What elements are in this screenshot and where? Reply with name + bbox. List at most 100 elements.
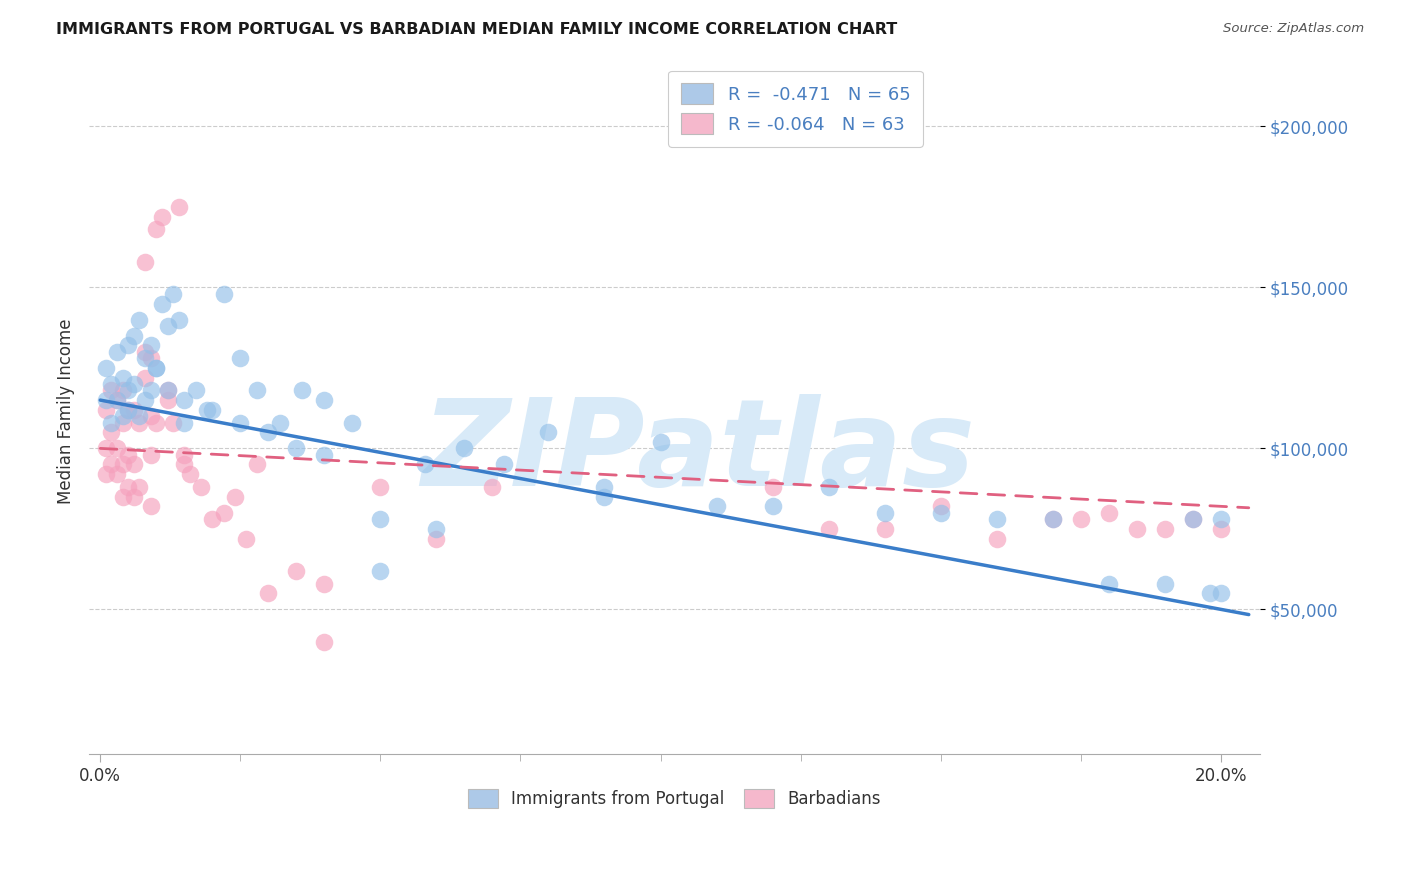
Point <box>1209 586 1232 600</box>
Point <box>117 448 139 462</box>
Point <box>425 522 447 536</box>
Point <box>111 416 134 430</box>
Point <box>111 409 134 424</box>
Point <box>195 402 218 417</box>
Point <box>314 393 336 408</box>
Point <box>201 402 224 417</box>
Point <box>1042 512 1064 526</box>
Point <box>117 384 139 398</box>
Point <box>122 490 145 504</box>
Point <box>190 480 212 494</box>
Point <box>1125 522 1147 536</box>
Point <box>246 458 269 472</box>
Point <box>100 458 122 472</box>
Point <box>134 344 156 359</box>
Point <box>1153 576 1175 591</box>
Point <box>314 576 336 591</box>
Point <box>145 360 167 375</box>
Point <box>229 416 252 430</box>
Point <box>212 286 235 301</box>
Point <box>100 416 122 430</box>
Text: ZIPatlas: ZIPatlas <box>420 394 974 511</box>
Point <box>139 384 162 398</box>
Point <box>873 506 896 520</box>
Point <box>184 384 207 398</box>
Point <box>201 512 224 526</box>
Point <box>986 512 1008 526</box>
Point <box>235 532 257 546</box>
Point <box>105 393 128 408</box>
Point <box>117 402 139 417</box>
Point <box>761 480 783 494</box>
Point <box>761 500 783 514</box>
Point <box>1042 512 1064 526</box>
Point <box>229 351 252 366</box>
Point <box>139 351 162 366</box>
Point <box>593 480 616 494</box>
Text: Source: ZipAtlas.com: Source: ZipAtlas.com <box>1223 22 1364 36</box>
Point <box>269 416 291 430</box>
Point <box>139 409 162 424</box>
Point <box>650 434 672 449</box>
Point <box>134 370 156 384</box>
Point <box>117 402 139 417</box>
Point <box>224 490 246 504</box>
Point <box>481 480 503 494</box>
Point <box>139 448 162 462</box>
Point <box>167 200 190 214</box>
Point <box>105 442 128 456</box>
Point <box>145 416 167 430</box>
Point <box>156 319 179 334</box>
Point <box>212 506 235 520</box>
Point <box>492 458 515 472</box>
Point <box>929 506 952 520</box>
Point <box>1181 512 1204 526</box>
Point <box>156 384 179 398</box>
Point <box>139 500 162 514</box>
Point <box>1153 522 1175 536</box>
Point <box>257 425 280 440</box>
Point <box>314 448 336 462</box>
Point <box>167 312 190 326</box>
Point <box>111 370 134 384</box>
Point <box>413 458 436 472</box>
Point <box>285 442 308 456</box>
Point <box>122 458 145 472</box>
Point <box>370 564 392 578</box>
Point <box>150 210 173 224</box>
Point <box>150 296 173 310</box>
Point <box>1198 586 1220 600</box>
Point <box>145 222 167 236</box>
Point <box>134 393 156 408</box>
Point <box>105 344 128 359</box>
Point <box>873 522 896 536</box>
Point <box>94 393 117 408</box>
Point <box>162 416 184 430</box>
Point <box>111 490 134 504</box>
Point <box>370 512 392 526</box>
Point <box>593 490 616 504</box>
Y-axis label: Median Family Income: Median Family Income <box>58 318 75 504</box>
Point <box>128 409 150 424</box>
Point <box>128 312 150 326</box>
Point <box>929 500 952 514</box>
Point <box>145 360 167 375</box>
Point <box>173 393 195 408</box>
Point <box>100 384 122 398</box>
Point <box>162 286 184 301</box>
Point <box>111 384 134 398</box>
Point <box>117 338 139 352</box>
Point <box>122 402 145 417</box>
Point <box>94 360 117 375</box>
Point <box>817 480 839 494</box>
Point <box>173 416 195 430</box>
Point <box>111 458 134 472</box>
Point <box>370 480 392 494</box>
Point <box>1181 512 1204 526</box>
Point <box>453 442 475 456</box>
Point <box>179 467 201 482</box>
Point <box>128 480 150 494</box>
Point <box>134 351 156 366</box>
Point <box>105 467 128 482</box>
Point <box>173 458 195 472</box>
